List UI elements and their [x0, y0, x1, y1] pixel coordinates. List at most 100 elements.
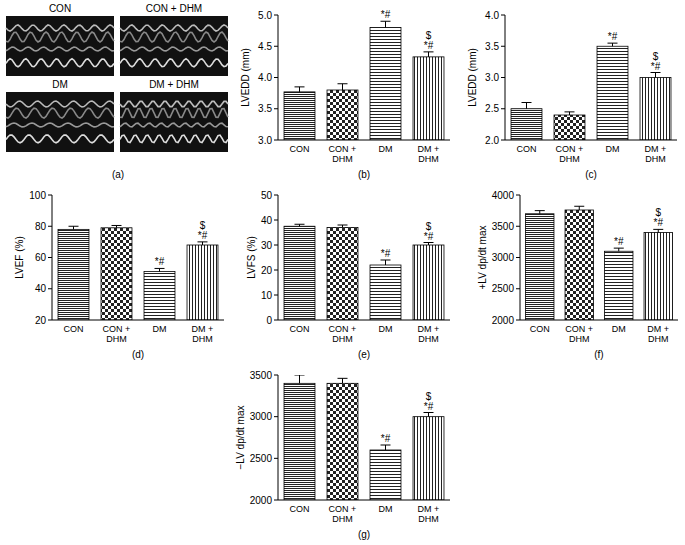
x-tick-label: CON — [290, 144, 310, 154]
significance: *# — [381, 9, 391, 20]
significance: $ — [653, 51, 659, 62]
y-tick — [501, 77, 505, 78]
x-axis — [520, 320, 678, 321]
y-tick-label: 2000 — [492, 315, 515, 326]
y-tick — [274, 46, 278, 47]
bar — [284, 92, 315, 140]
x-tick-label: DM +DHM — [418, 324, 440, 344]
y-tick — [501, 140, 505, 141]
echo-trace — [120, 123, 228, 127]
bar — [413, 245, 444, 320]
bar — [413, 57, 444, 140]
error-bar — [338, 225, 348, 228]
y-tick — [501, 15, 505, 16]
error-bar — [381, 445, 391, 450]
error-bar — [608, 43, 618, 46]
error-bar — [614, 248, 624, 251]
y-axis — [278, 375, 279, 500]
y-tick-label: 4.0 — [258, 72, 272, 83]
error-bar — [424, 413, 434, 417]
label-line: DM + — [418, 324, 440, 334]
bar — [640, 78, 671, 141]
label-line: DHM — [332, 334, 353, 344]
y-tick — [274, 108, 278, 109]
echo-trace — [120, 25, 228, 31]
y-tick — [516, 288, 520, 289]
y-tick — [274, 77, 278, 78]
panel-label: (b) — [358, 169, 370, 180]
x-tick-label: CON +DHM — [103, 324, 131, 344]
significance: *# — [155, 256, 165, 267]
label-line: DHM — [332, 514, 353, 524]
label-line: DM + — [418, 144, 440, 154]
label-line: DHM — [648, 334, 669, 344]
panel-label: (g) — [358, 529, 370, 540]
echo-trace — [120, 101, 228, 106]
error-bar — [565, 112, 575, 115]
panel-label: (f) — [594, 349, 603, 360]
y-axis-label: LVEDD (mm) — [240, 48, 251, 107]
chart: *#*#$3.03.54.04.55.0LVEDD (mm)CONCON +DH… — [240, 9, 450, 180]
y-tick-label: 3500 — [492, 221, 515, 232]
y-tick — [274, 295, 278, 296]
significance: $ — [655, 207, 661, 218]
y-tick — [501, 108, 505, 109]
bar — [413, 417, 444, 500]
error-bar — [155, 268, 165, 271]
bar — [511, 109, 542, 140]
y-axis-label: LVEF (%) — [14, 236, 25, 279]
significance: *# — [424, 401, 434, 412]
significance: *# — [381, 248, 391, 259]
y-tick-label: 50 — [261, 190, 273, 201]
error-bar — [295, 375, 305, 383]
y-tick — [48, 257, 52, 258]
label-line: DM + — [647, 324, 669, 334]
label-line: DM + — [645, 144, 667, 154]
label-line: CON + — [329, 504, 357, 514]
y-tick-label: 2500 — [250, 453, 273, 464]
y-tick — [274, 270, 278, 271]
x-tick-label: DM — [606, 144, 620, 154]
x-axis — [278, 320, 450, 321]
image-panel: CONCON + DHMDMDM + DHM(a) — [6, 3, 228, 180]
error-bar — [381, 21, 391, 27]
bars — [526, 206, 673, 320]
y-tick-label: 3000 — [250, 411, 273, 422]
echo-trace — [6, 59, 114, 67]
echo-image — [120, 92, 228, 152]
error-bar — [381, 260, 391, 265]
label-line: CON + — [556, 144, 584, 154]
label-line: DHM — [569, 334, 590, 344]
y-tick-label: 60 — [35, 252, 47, 263]
chart: *#*#$20002500300035004000+LV dp/dt maxCO… — [477, 190, 678, 361]
error-bar — [424, 243, 434, 246]
significance: *# — [614, 236, 624, 247]
label-line: DHM — [559, 154, 580, 164]
image-caption: DM + DHM — [149, 79, 199, 90]
x-tick-label: DM — [379, 504, 393, 514]
image-caption: CON — [49, 3, 71, 14]
error-bar — [295, 87, 305, 92]
y-tick — [274, 320, 278, 321]
echo-trace — [6, 25, 114, 31]
x-axis — [278, 500, 450, 501]
bar — [327, 383, 358, 500]
y-tick-label: 4000 — [492, 190, 515, 201]
bar — [58, 229, 89, 320]
significance: *# — [608, 31, 618, 42]
y-tick-label: 2.0 — [485, 135, 499, 146]
error-bar — [653, 229, 663, 232]
bar — [284, 226, 315, 320]
x-tick-label: DM — [379, 324, 393, 334]
y-tick — [274, 375, 278, 376]
echo-image — [6, 16, 114, 76]
chart: *#*#$2.02.53.03.54.0LVEDD (mm)CONCON +DH… — [467, 10, 677, 181]
error-bar — [535, 211, 545, 214]
y-axis-label: +LV dp/dt max — [477, 225, 488, 289]
echo-trace — [120, 47, 228, 51]
y-tick — [274, 416, 278, 417]
y-tick — [48, 226, 52, 227]
x-tick-label: DM +DHM — [418, 144, 440, 164]
y-tick — [274, 245, 278, 246]
bar — [144, 272, 175, 320]
